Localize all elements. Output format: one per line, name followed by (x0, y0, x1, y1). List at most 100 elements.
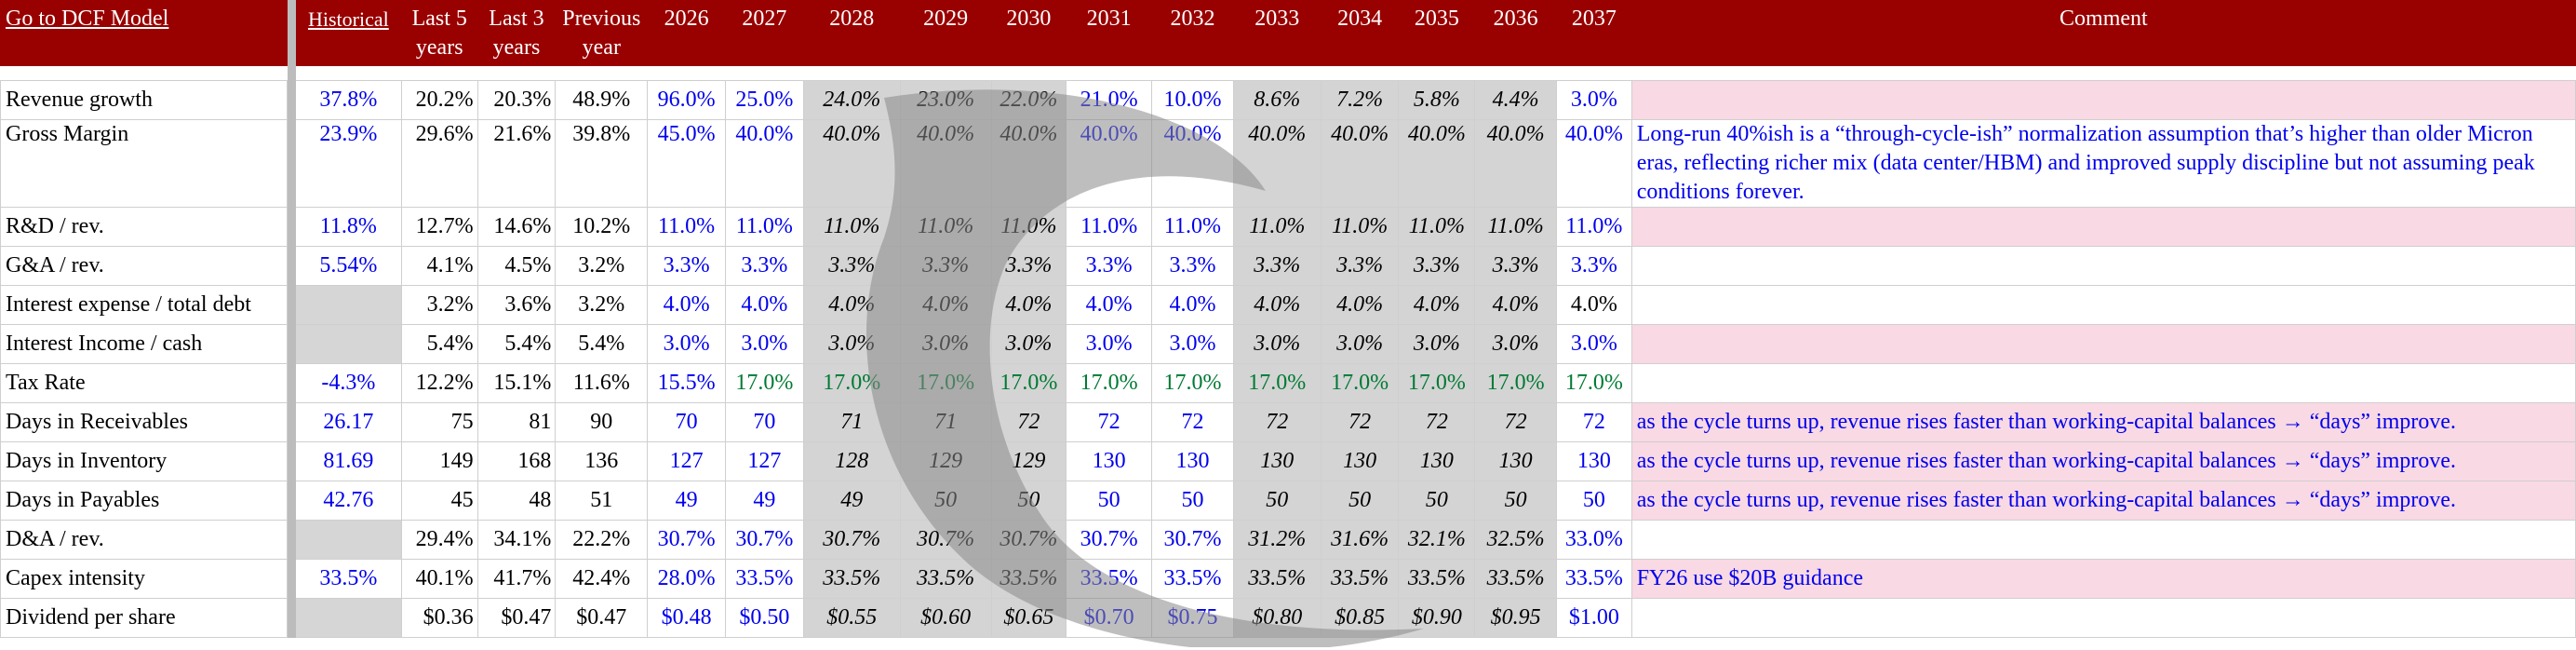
comment-cell[interactable] (1630, 363, 2576, 403)
historical-value[interactable]: 42.76 (294, 481, 402, 521)
forecast-value[interactable]: $0.75 (1151, 598, 1234, 638)
forecast-value[interactable]: 50 (1151, 481, 1234, 521)
forecast-value[interactable]: 17.0% (1151, 363, 1234, 403)
forecast-value[interactable]: 70 (724, 402, 804, 442)
forecast-value[interactable]: 11.0% (1474, 207, 1557, 247)
last3-value[interactable]: 34.1% (476, 520, 557, 560)
forecast-value[interactable]: 30.7% (724, 520, 804, 560)
forecast-value[interactable]: 22.0% (990, 80, 1067, 120)
forecast-value[interactable]: $0.70 (1066, 598, 1153, 638)
forecast-value[interactable]: 130 (1066, 441, 1153, 481)
forecast-value[interactable]: $0.85 (1320, 598, 1400, 638)
last5-value[interactable]: 3.2% (400, 285, 478, 325)
comment-cell[interactable] (1630, 598, 2576, 638)
forecast-value[interactable]: 3.0% (1320, 324, 1400, 364)
forecast-value[interactable]: 72 (990, 402, 1067, 442)
forecast-value[interactable]: 17.0% (899, 363, 992, 403)
forecast-value[interactable]: 33.5% (1398, 559, 1476, 599)
last5-value[interactable]: 45 (400, 481, 478, 521)
forecast-value[interactable]: 4.0% (990, 285, 1067, 325)
forecast-value[interactable]: 72 (1151, 402, 1234, 442)
forecast-value[interactable]: 33.5% (802, 559, 901, 599)
forecast-value[interactable]: $0.80 (1232, 598, 1322, 638)
forecast-value[interactable]: 40.0% (1232, 119, 1322, 208)
last5-value[interactable]: $0.36 (400, 598, 478, 638)
last3-value[interactable]: 168 (476, 441, 557, 481)
last3-value[interactable]: 5.4% (476, 324, 557, 364)
forecast-value[interactable]: 50 (1232, 481, 1322, 521)
forecast-value[interactable]: 3.3% (1320, 246, 1400, 286)
forecast-value[interactable]: 24.0% (802, 80, 901, 120)
forecast-value[interactable]: 23.0% (899, 80, 992, 120)
forecast-value[interactable]: 11.0% (1320, 207, 1400, 247)
last3-value[interactable]: 15.1% (476, 363, 557, 403)
forecast-value[interactable]: 130 (1232, 441, 1322, 481)
forecast-value[interactable]: 72 (1398, 402, 1476, 442)
historical-value[interactable]: 37.8% (294, 80, 402, 120)
forecast-value[interactable]: 130 (1151, 441, 1234, 481)
forecast-value[interactable]: 3.0% (1232, 324, 1322, 364)
forecast-value[interactable]: 130 (1555, 441, 1632, 481)
forecast-value[interactable]: 30.7% (1151, 520, 1234, 560)
previous-year-value[interactable]: 39.8% (555, 119, 649, 208)
forecast-value[interactable]: 33.5% (1151, 559, 1234, 599)
historical-value[interactable]: 33.5% (294, 559, 402, 599)
forecast-value[interactable]: $0.55 (802, 598, 901, 638)
forecast-value[interactable]: 17.0% (990, 363, 1067, 403)
previous-year-value[interactable]: 3.2% (555, 246, 649, 286)
last5-value[interactable]: 75 (400, 402, 478, 442)
forecast-value[interactable]: 40.0% (1398, 119, 1476, 208)
last5-value[interactable]: 12.2% (400, 363, 478, 403)
forecast-value[interactable]: 4.0% (899, 285, 992, 325)
last3-value[interactable]: 20.3% (476, 80, 557, 120)
last5-value[interactable]: 29.6% (400, 119, 478, 208)
forecast-value[interactable]: 72 (1555, 402, 1632, 442)
forecast-value[interactable]: 49 (647, 481, 726, 521)
comment-cell[interactable] (1630, 520, 2576, 560)
forecast-value[interactable]: 17.0% (1320, 363, 1400, 403)
previous-year-value[interactable]: 136 (555, 441, 649, 481)
forecast-value[interactable]: 129 (990, 441, 1067, 481)
forecast-value[interactable]: 30.7% (1066, 520, 1153, 560)
forecast-value[interactable]: 3.0% (1555, 80, 1632, 120)
forecast-value[interactable]: 40.0% (1066, 119, 1153, 208)
go-to-dcf-model-link[interactable]: Go to DCF Model (6, 7, 169, 31)
forecast-value[interactable]: 4.0% (1398, 285, 1476, 325)
last5-value[interactable]: 12.7% (400, 207, 478, 247)
forecast-value[interactable]: 31.6% (1320, 520, 1400, 560)
forecast-value[interactable]: 3.3% (802, 246, 901, 286)
comment-cell[interactable] (1630, 80, 2576, 120)
forecast-value[interactable]: 50 (1555, 481, 1632, 521)
forecast-value[interactable]: 72 (1066, 402, 1153, 442)
forecast-value[interactable]: 4.0% (1151, 285, 1234, 325)
forecast-value[interactable]: 11.0% (990, 207, 1067, 247)
forecast-value[interactable]: 50 (1474, 481, 1557, 521)
forecast-value[interactable]: 3.3% (1555, 246, 1632, 286)
forecast-value[interactable]: 15.5% (647, 363, 726, 403)
forecast-value[interactable]: 33.5% (899, 559, 992, 599)
forecast-value[interactable]: $0.95 (1474, 598, 1557, 638)
forecast-value[interactable]: 3.3% (990, 246, 1067, 286)
forecast-value[interactable]: 96.0% (647, 80, 726, 120)
forecast-value[interactable]: $0.48 (647, 598, 726, 638)
previous-year-value[interactable]: 10.2% (555, 207, 649, 247)
forecast-value[interactable]: 11.0% (1066, 207, 1153, 247)
forecast-value[interactable]: 17.0% (724, 363, 804, 403)
forecast-value[interactable]: 11.0% (647, 207, 726, 247)
forecast-value[interactable]: 3.0% (990, 324, 1067, 364)
historical-value[interactable]: 26.17 (294, 402, 402, 442)
last5-value[interactable]: 149 (400, 441, 478, 481)
forecast-value[interactable]: 70 (647, 402, 726, 442)
forecast-value[interactable]: 4.4% (1474, 80, 1557, 120)
previous-year-value[interactable]: 22.2% (555, 520, 649, 560)
forecast-value[interactable]: 30.7% (802, 520, 901, 560)
last3-value[interactable]: 14.6% (476, 207, 557, 247)
last3-value[interactable]: 81 (476, 402, 557, 442)
forecast-value[interactable]: $1.00 (1555, 598, 1632, 638)
forecast-value[interactable]: 130 (1398, 441, 1476, 481)
forecast-value[interactable]: $0.60 (899, 598, 992, 638)
forecast-value[interactable]: 127 (724, 441, 804, 481)
forecast-value[interactable]: 50 (1320, 481, 1400, 521)
last3-value[interactable]: 41.7% (476, 559, 557, 599)
forecast-value[interactable]: 17.0% (1066, 363, 1153, 403)
